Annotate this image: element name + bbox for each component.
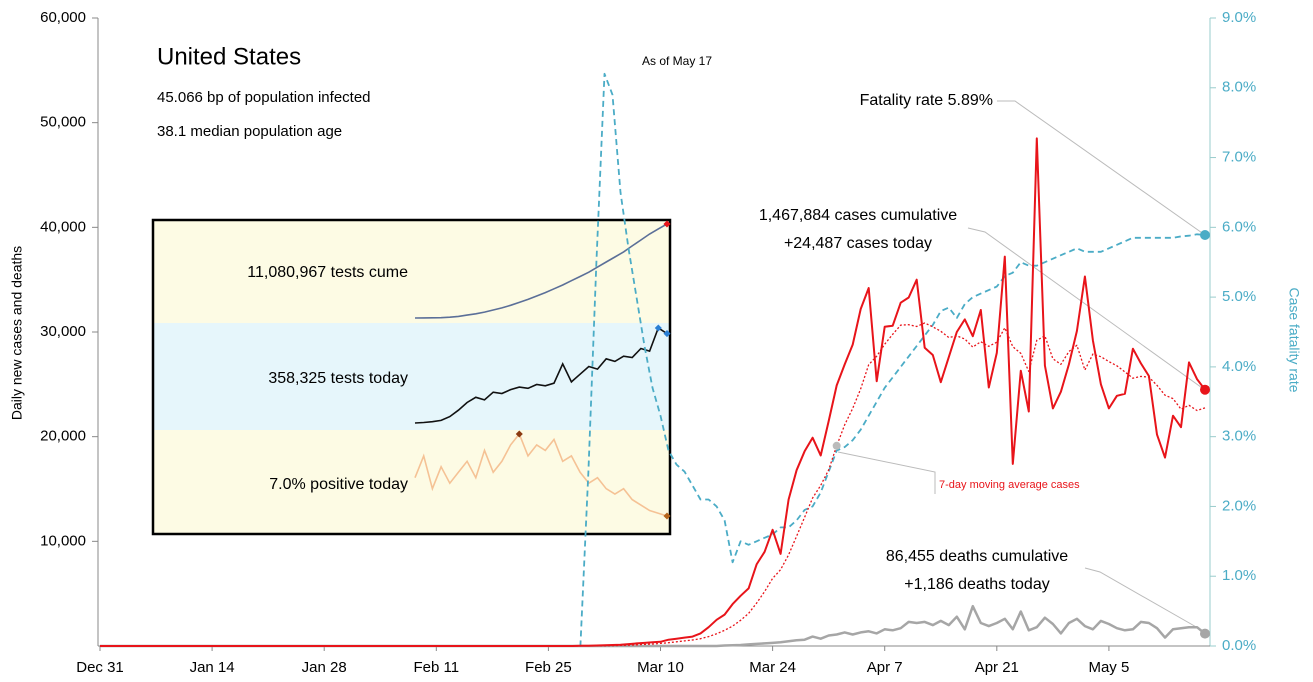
annotation: +24,487 cases today — [784, 235, 932, 252]
y-tick-label: 50,000 — [40, 114, 86, 131]
inset-band — [153, 220, 670, 323]
leader-line — [837, 451, 936, 494]
x-tick-label: Jan 14 — [190, 659, 235, 676]
y2-axis-label: Case fatality rate — [1286, 287, 1302, 392]
y2-tick-label: 7.0% — [1222, 149, 1256, 166]
y-axis-label: Daily new cases and deaths — [9, 246, 25, 420]
sparkline — [414, 432, 668, 517]
leader-line — [997, 100, 1206, 236]
y2-tick-label: 0.0% — [1222, 637, 1256, 654]
y2-tick-label: 6.0% — [1222, 218, 1256, 235]
subtitle: 45.066 bp of population infected — [157, 89, 371, 106]
label-marker — [832, 441, 841, 450]
x-tick-label: Mar 24 — [749, 659, 796, 676]
max-marker — [515, 430, 523, 438]
sparkline — [414, 326, 668, 424]
inset-label: 11,080,967 tests cume — [247, 264, 408, 281]
x-tick-label: Feb 11 — [414, 659, 460, 676]
end-marker — [1200, 384, 1210, 395]
leader-line — [1084, 567, 1206, 633]
sparkline — [414, 223, 668, 319]
x-tick-label: Dec 31 — [76, 659, 124, 676]
end-marker — [663, 220, 671, 228]
series-label: 7-day moving average cases — [939, 479, 1080, 491]
y-tick-label: 20,000 — [40, 428, 86, 445]
max-marker — [654, 324, 662, 332]
chart-title: United States — [157, 43, 301, 70]
y-tick-label: 40,000 — [40, 218, 86, 235]
inset: 11,080,967 tests cume 358,325 tests today… — [151, 218, 672, 536]
y-tick-label: 30,000 — [40, 323, 86, 340]
y2-tick-label: 3.0% — [1222, 428, 1256, 445]
end-marker — [1200, 230, 1210, 241]
x-tick-label: Jan 28 — [302, 659, 347, 676]
end-marker — [1200, 628, 1210, 639]
y2-tick-label: 4.0% — [1222, 358, 1256, 375]
inset-label: 7.0% positive today — [269, 476, 408, 493]
inset-label: 358,325 tests today — [268, 370, 408, 387]
y2-tick-label: 8.0% — [1222, 79, 1256, 96]
y2-tick-label: 5.0% — [1222, 288, 1256, 305]
x-tick-label: Apr 7 — [867, 659, 903, 676]
x-tick-label: Apr 21 — [975, 659, 1019, 676]
end-marker — [663, 330, 671, 338]
inset-frame — [151, 218, 672, 536]
x-tick-label: Feb 25 — [525, 659, 572, 676]
annotation: +1,186 deaths today — [904, 576, 1049, 593]
y-tick-label: 10,000 — [40, 532, 86, 549]
end-marker — [663, 512, 671, 520]
inset-band — [153, 430, 670, 534]
annotation: 86,455 deaths cumulative — [886, 548, 1068, 565]
annotation: Fatality rate 5.89% — [860, 92, 993, 109]
y-tick-label: 60,000 — [40, 9, 86, 26]
y2-tick-label: 2.0% — [1222, 497, 1256, 514]
x-tick-label: May 5 — [1088, 659, 1129, 676]
series-line — [100, 322, 1206, 647]
annotation: 1,467,884 cases cumulative — [759, 207, 957, 224]
subtitle: 38.1 median population age — [157, 123, 342, 140]
y2-tick-label: 9.0% — [1222, 9, 1256, 26]
series-line — [100, 604, 1206, 648]
x-tick-label: Mar 10 — [637, 659, 684, 676]
note: As of May 17 — [642, 54, 712, 68]
y2-tick-label: 1.0% — [1222, 567, 1256, 584]
inset-band — [153, 323, 670, 430]
leader-line — [967, 227, 1206, 391]
